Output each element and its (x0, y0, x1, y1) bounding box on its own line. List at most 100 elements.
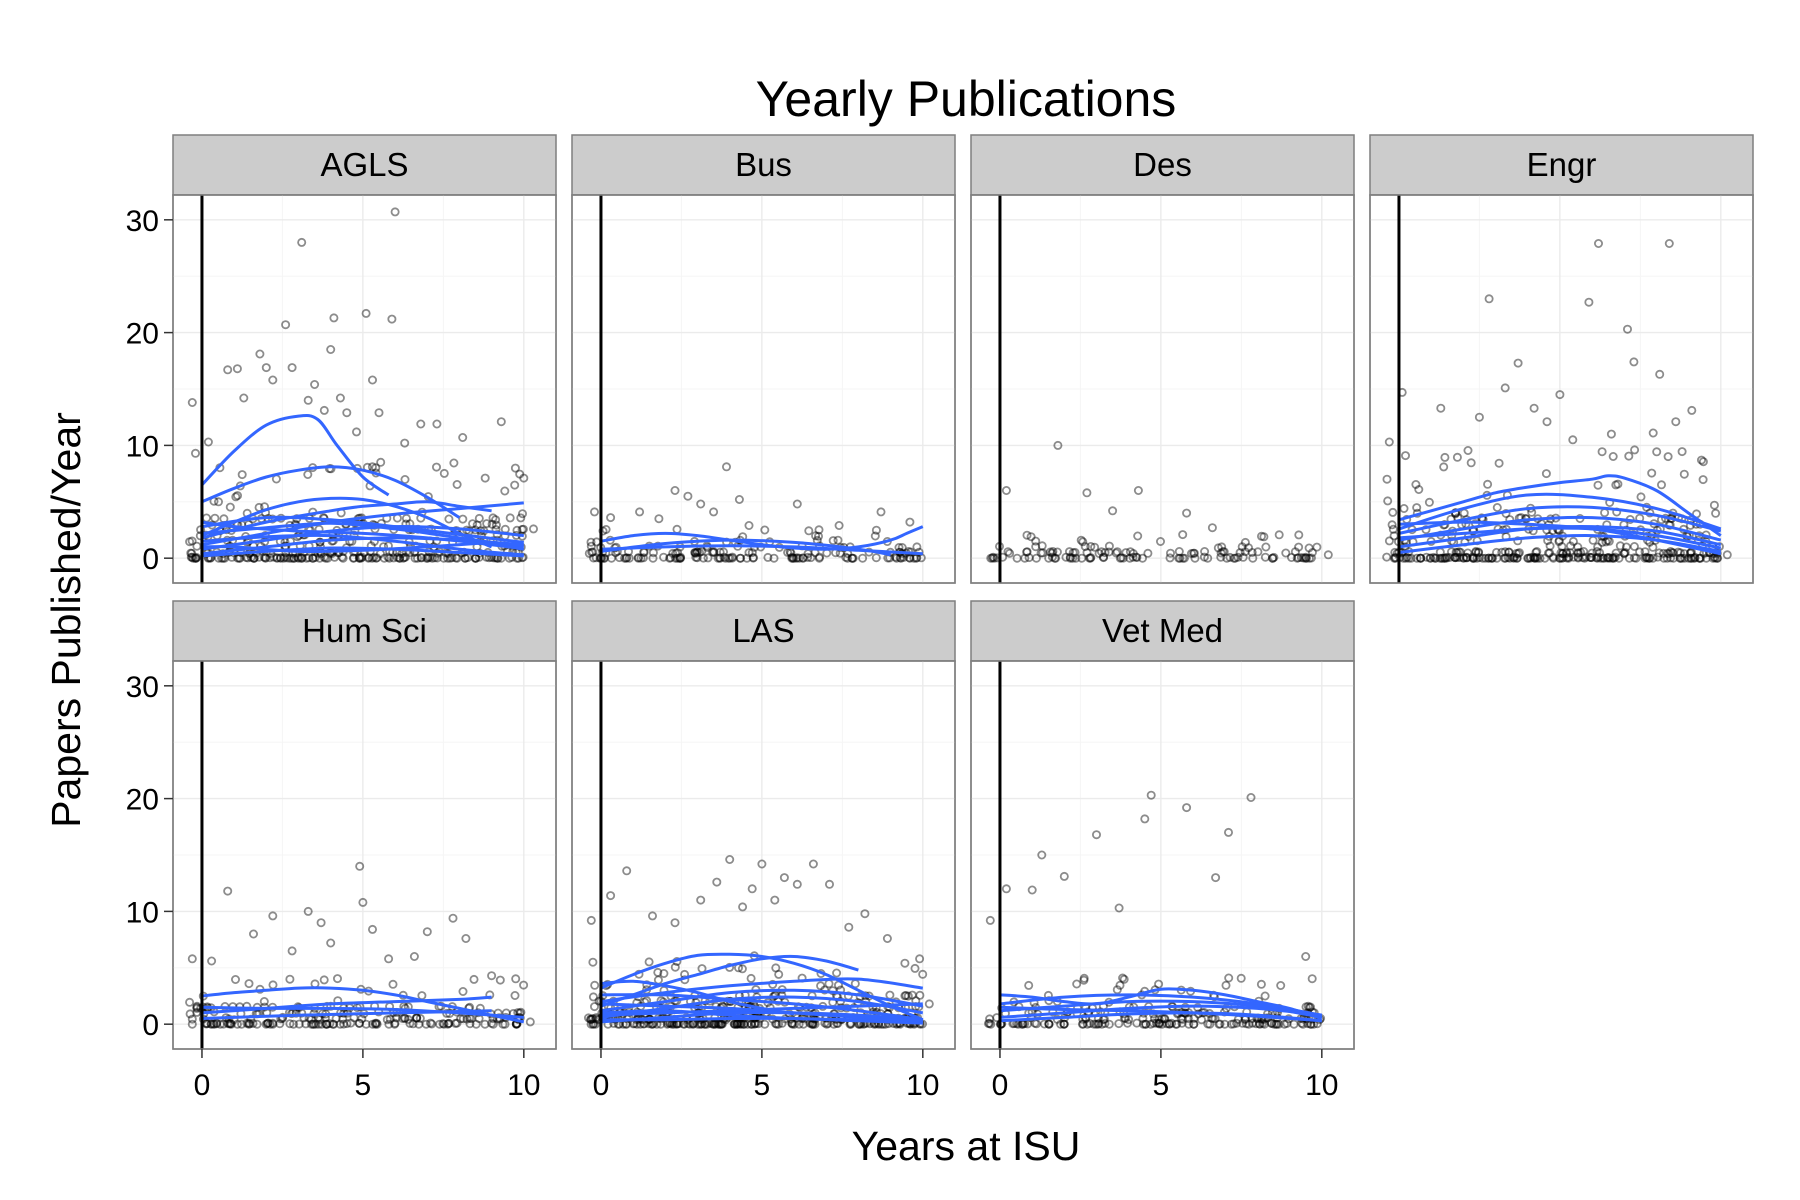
data-point (1580, 553, 1590, 563)
data-point (1044, 1019, 1054, 1029)
y-tick-label: 10 (126, 896, 159, 929)
data-point (287, 1009, 297, 1019)
data-point (410, 553, 420, 563)
data-point (1562, 548, 1572, 558)
data-point (1689, 553, 1699, 563)
data-point (231, 492, 241, 502)
data-point (452, 1018, 462, 1028)
y-axis-title: Papers Published/Year (43, 412, 89, 828)
data-point (1157, 1014, 1167, 1024)
data-point (1483, 553, 1493, 563)
trend-line (600, 1002, 923, 1024)
data-point (1669, 553, 1679, 563)
data-point (798, 553, 808, 563)
data-point (516, 513, 526, 523)
data-point (590, 507, 600, 517)
trend-line (600, 954, 859, 1008)
data-point (633, 553, 643, 563)
data-point (729, 1019, 739, 1029)
smooth-trend-lines (200, 413, 525, 558)
data-point (1414, 484, 1424, 494)
data-point (737, 1019, 747, 1029)
data-point (263, 1018, 273, 1028)
data-point (288, 1019, 298, 1029)
data-point (791, 553, 801, 563)
data-point (1241, 1019, 1251, 1029)
data-point (1573, 548, 1583, 558)
data-point (1556, 548, 1566, 558)
data-point (1654, 548, 1664, 558)
data-point (471, 1019, 481, 1029)
data-point (1508, 553, 1518, 563)
data-point (794, 1019, 804, 1029)
trend-line (999, 1004, 1322, 1019)
data-point (337, 552, 347, 562)
data-point (841, 552, 851, 562)
data-point (1166, 548, 1176, 558)
data-point (1492, 502, 1502, 512)
data-point (1184, 1019, 1194, 1029)
data-point (390, 1018, 400, 1028)
data-point (1576, 547, 1586, 557)
data-point (882, 934, 892, 944)
data-point (1294, 542, 1304, 552)
trend-line (200, 413, 390, 497)
data-point (278, 1012, 288, 1022)
data-point (1012, 553, 1022, 563)
facet-panel-hum-sci: Hum Sci (172, 600, 557, 1050)
data-point (1024, 553, 1034, 563)
data-point (1440, 553, 1450, 563)
data-point (1382, 552, 1392, 562)
data-point (1047, 552, 1057, 562)
data-point (1072, 979, 1082, 989)
data-point (1061, 552, 1071, 562)
data-point (212, 1018, 222, 1028)
data-point (696, 499, 706, 509)
data-point (1404, 553, 1414, 563)
data-point (487, 971, 497, 981)
data-point (847, 553, 857, 563)
data-point (276, 553, 286, 563)
data-point (1154, 1018, 1164, 1028)
data-point (1454, 547, 1464, 557)
data-point (1529, 552, 1539, 562)
data-point (1084, 553, 1094, 563)
data-point (737, 964, 747, 974)
data-point (1022, 547, 1032, 557)
data-point (633, 553, 643, 563)
data-point (1282, 1018, 1292, 1028)
data-point (1203, 1019, 1213, 1029)
data-point (757, 859, 767, 869)
data-point (1138, 1019, 1148, 1029)
data-point (1383, 496, 1393, 506)
data-point (412, 1013, 422, 1023)
data-point (803, 552, 813, 562)
data-point (1603, 553, 1613, 563)
data-point (395, 553, 405, 563)
data-point (1068, 548, 1078, 558)
data-point (248, 1018, 258, 1028)
data-point (691, 552, 701, 562)
trend-line (1398, 520, 1722, 556)
data-point (317, 1019, 327, 1029)
data-point (456, 1014, 466, 1024)
data-point (469, 974, 479, 984)
data-point (310, 553, 320, 563)
data-point (1260, 552, 1270, 562)
data-point (1662, 553, 1672, 563)
data-point (263, 1018, 273, 1028)
data-point (727, 552, 737, 562)
data-point (1401, 451, 1411, 461)
data-point (586, 915, 596, 925)
data-point (1079, 973, 1089, 983)
data-point (1100, 548, 1110, 558)
data-point (779, 873, 789, 883)
data-point (1636, 492, 1646, 502)
data-point (1251, 1019, 1261, 1029)
data-point (190, 448, 200, 458)
data-point (187, 548, 197, 558)
facet-panel-des: Des (970, 134, 1355, 584)
data-point (505, 513, 515, 523)
data-point (986, 553, 996, 563)
data-point (1406, 553, 1416, 563)
